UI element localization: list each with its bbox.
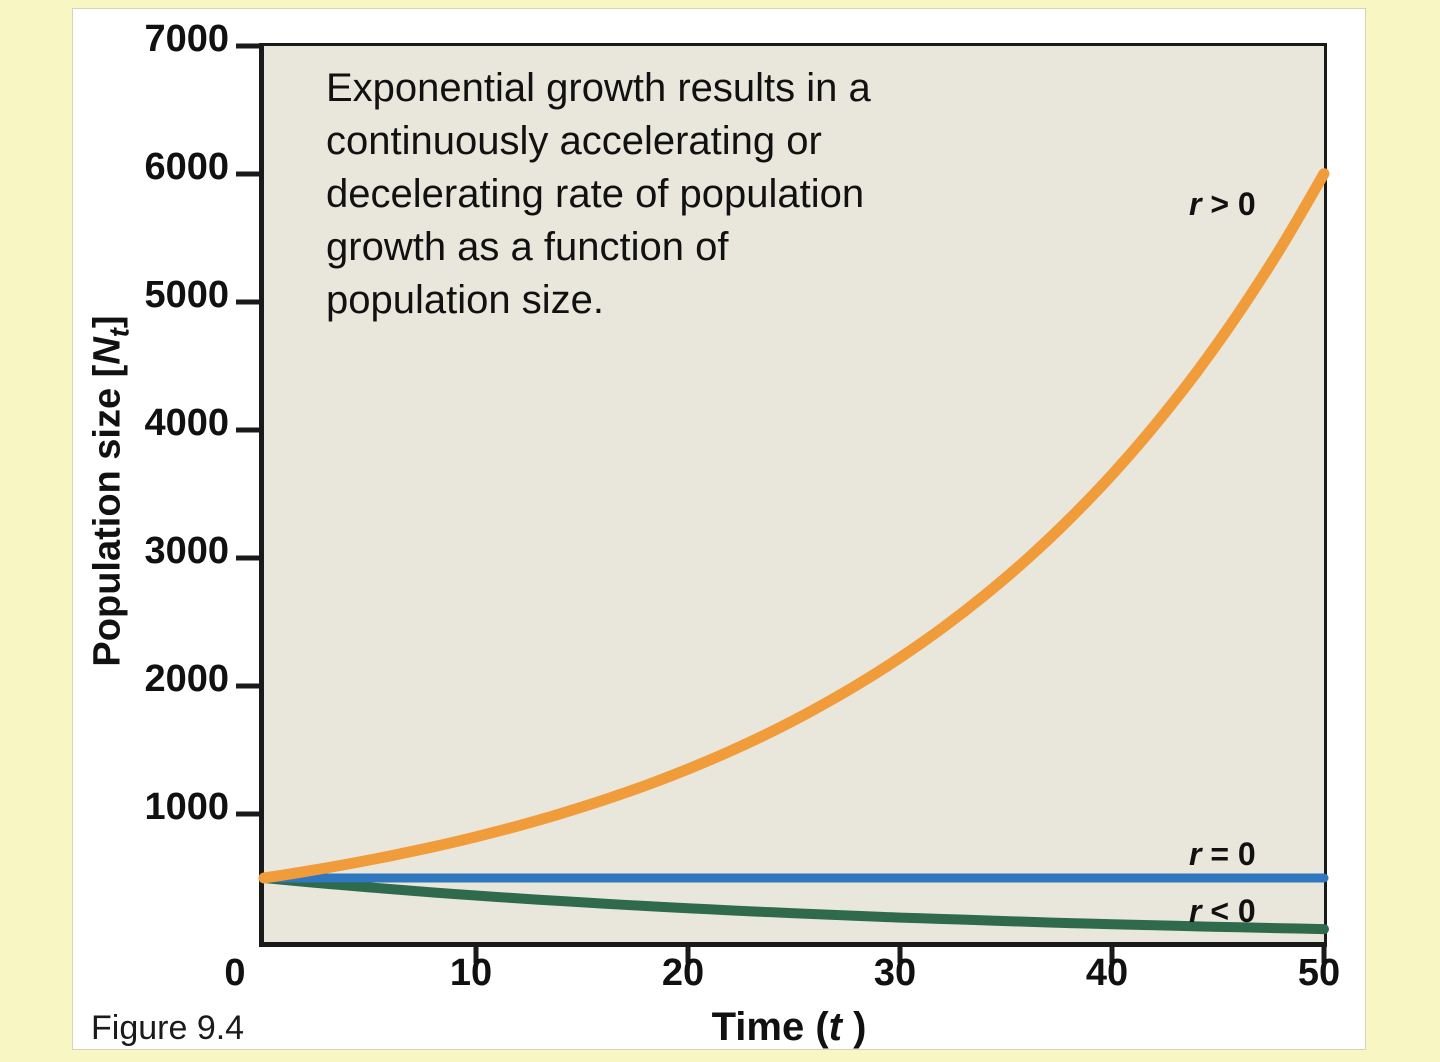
- x-axis-variable: t: [828, 1005, 842, 1049]
- x-axis-title-close: ): [841, 1005, 867, 1049]
- chart-annotation: Exponential growth results in a continuou…: [326, 66, 871, 322]
- y-axis-subscript: t: [103, 328, 135, 338]
- y-tick-label: 3000: [144, 530, 229, 572]
- x-tick-label: 10: [449, 952, 493, 994]
- series-label-r-negative: r < 0: [1189, 893, 1256, 929]
- y-axis-title-close: ]: [86, 315, 129, 329]
- y-tick-label: 4000: [144, 402, 229, 444]
- y-axis-title: Population size [Nt]: [87, 315, 136, 666]
- x-tick-label: 20: [661, 952, 705, 994]
- series-label-r-zero: r = 0: [1189, 836, 1256, 872]
- y-tick-label: 7000: [144, 18, 229, 60]
- x-axis-title: Time (t ): [259, 1005, 1319, 1050]
- series-label-r-positive: r > 0: [1189, 186, 1256, 222]
- chart-canvas: [236, 43, 1330, 963]
- x-tick-label: 30: [873, 952, 917, 994]
- figure-card: Population size [Nt] Exponential growth …: [72, 8, 1366, 1050]
- x-tick-label: 0: [224, 952, 246, 994]
- series-line-r-positive: [258, 168, 1330, 884]
- y-tick-label: 2000: [144, 658, 229, 700]
- y-tick-label: 5000: [144, 274, 229, 316]
- x-axis-title-text: Time (: [711, 1005, 829, 1049]
- series-line-r-negative: [259, 873, 1329, 935]
- y-axis-variable: N: [86, 337, 129, 365]
- y-tick-label: 6000: [144, 146, 229, 188]
- x-tick-label: 40: [1085, 952, 1129, 994]
- plot-area: Exponential growth results in a continuou…: [236, 43, 1330, 963]
- x-tick-label: 50: [1297, 952, 1341, 994]
- y-tick-label: 1000: [144, 786, 229, 828]
- figure-caption: Figure 9.4: [91, 1009, 245, 1047]
